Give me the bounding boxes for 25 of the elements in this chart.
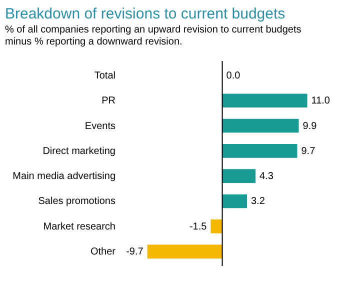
bar bbox=[210, 219, 222, 234]
y-tick-label: Market research bbox=[43, 221, 116, 232]
bar bbox=[222, 118, 299, 133]
data-label: -1.5 bbox=[189, 221, 208, 232]
y-tick-label: Sales promotions bbox=[38, 196, 116, 208]
y-tick-label: Events bbox=[84, 120, 116, 132]
data-label: 3.2 bbox=[251, 196, 266, 208]
data-label: 11.0 bbox=[311, 96, 330, 107]
bar bbox=[222, 144, 298, 158]
data-label: 0.0 bbox=[226, 70, 241, 82]
bar bbox=[222, 169, 256, 183]
y-tick-label: Main media advertising bbox=[12, 171, 116, 182]
y-tick-label: PR bbox=[102, 96, 116, 107]
data-label: -9.7 bbox=[126, 246, 144, 258]
chart-title: Breakdown of revisions to current budgets bbox=[5, 6, 286, 22]
data-label: 9.9 bbox=[302, 120, 318, 132]
y-tick-label: Total bbox=[94, 70, 116, 82]
bar bbox=[147, 244, 222, 258]
bar bbox=[222, 194, 247, 208]
data-label: 4.3 bbox=[260, 171, 274, 182]
y-tick-label: Other bbox=[90, 246, 116, 258]
bar bbox=[222, 94, 308, 108]
y-tick-label: Direct marketing bbox=[42, 146, 116, 157]
chart-subtitle: % of all companies reporting an upward revision to current budgets minus % reporting a downward revision. bbox=[5, 24, 302, 48]
data-label: 9.7 bbox=[301, 146, 316, 157]
